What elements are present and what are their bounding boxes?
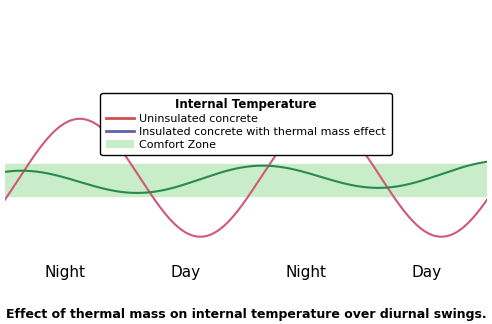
Text: Night: Night: [45, 265, 86, 280]
Legend: Uninsulated concrete, Insulated concrete with thermal mass effect, Comfort Zone: Uninsulated concrete, Insulated concrete…: [100, 93, 392, 155]
Bar: [5, 164, 487, 196]
Text: Night: Night: [286, 265, 327, 280]
Text: Effect of thermal mass on internal temperature over diurnal swings.: Effect of thermal mass on internal tempe…: [6, 308, 486, 321]
Text: Day: Day: [412, 265, 442, 280]
Text: Day: Day: [171, 265, 201, 280]
